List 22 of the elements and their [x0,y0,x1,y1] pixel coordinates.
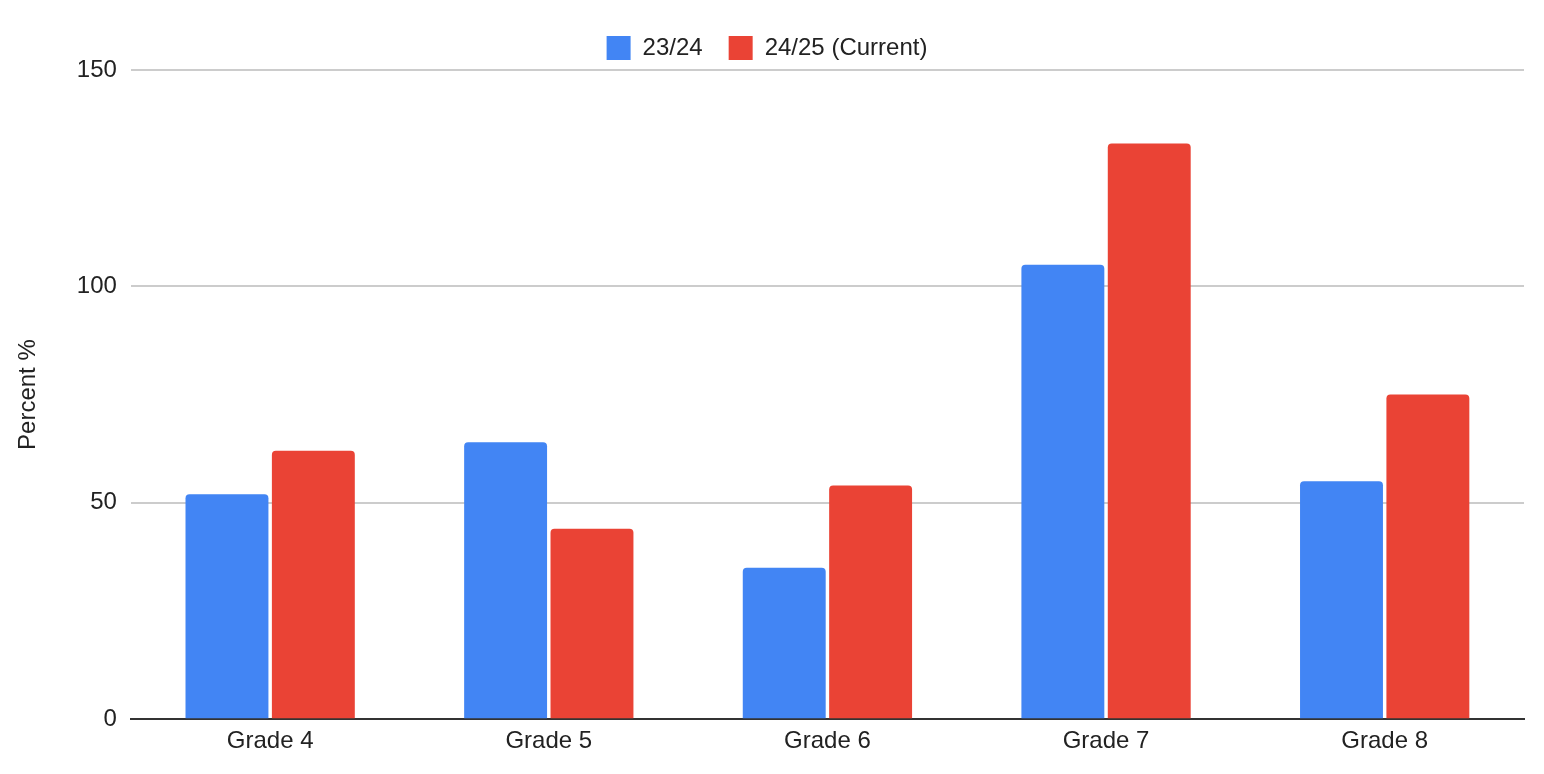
y-tick-label: 100 [76,271,117,299]
bar [550,528,634,719]
x-tick-label: Grade 5 [505,726,593,754]
bar [1386,394,1470,719]
bar [1300,481,1383,719]
x-tick-label: Grade 7 [1062,726,1150,754]
bar [1021,264,1105,719]
x-tick-label: Grade 4 [226,726,314,754]
x-tick-label: Grade 8 [1341,726,1429,754]
legend-label: 23/24 [642,32,703,60]
bar [185,494,269,719]
x-tick-label: Grade 6 [784,726,871,754]
legend-label: 24/25 (Current) [764,32,928,60]
bar [1107,143,1191,719]
bar [742,567,826,719]
y-tick-label: 150 [76,54,117,82]
bar [464,442,548,719]
bar [829,485,913,719]
bar [271,450,355,719]
y-tick-label: 50 [90,487,117,515]
y-tick-label: 0 [103,703,117,731]
y-axis-title: Percent % [13,339,41,450]
